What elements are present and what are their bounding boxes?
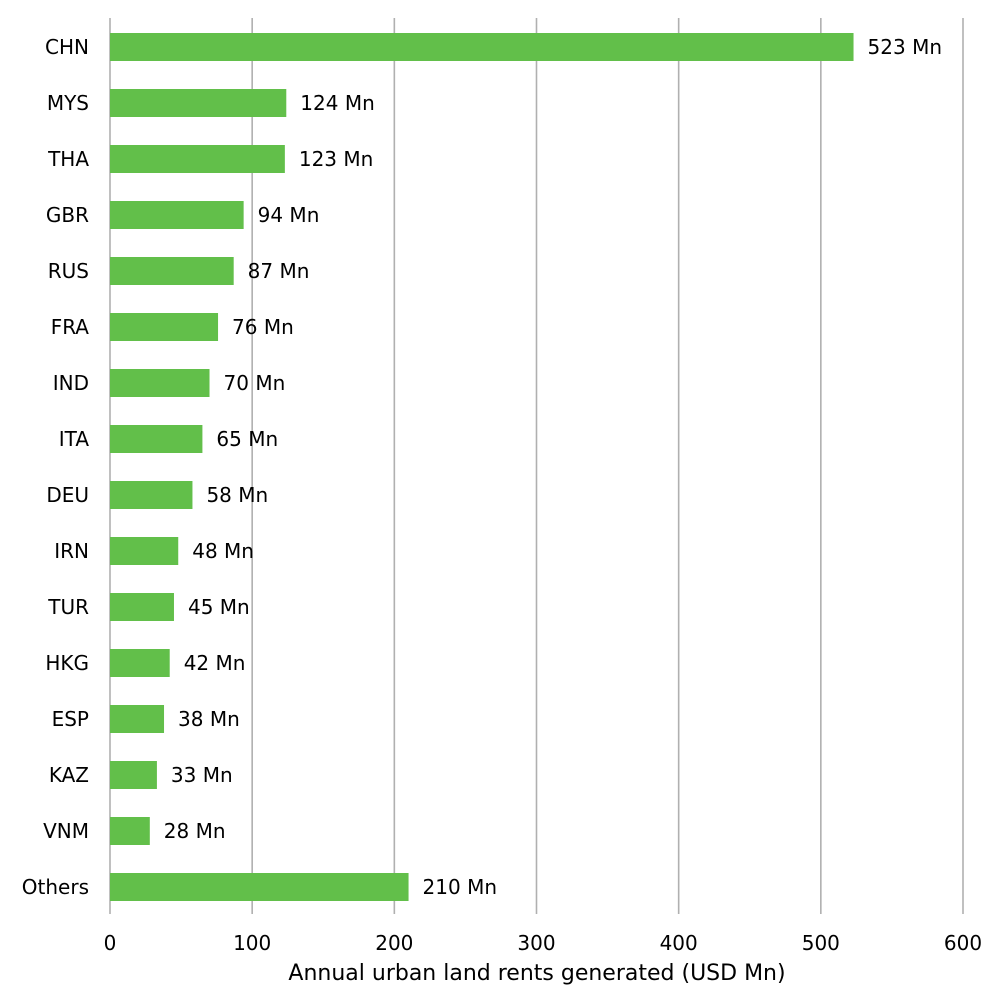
- category-label-fra: FRA: [51, 315, 90, 339]
- value-labels: 523 Mn 124 Mn 123 Mn 94 Mn 87 Mn 76 Mn 70 Mn 65…: [164, 35, 942, 899]
- category-label-deu: DEU: [46, 483, 89, 507]
- value-label-gbr: 94 Mn: [258, 203, 320, 227]
- x-tick-label-300: 300: [517, 931, 555, 955]
- category-label-irn: IRN: [54, 539, 89, 563]
- value-label-kaz: 33 Mn: [171, 763, 233, 787]
- value-label-tur: 45 Mn: [188, 595, 250, 619]
- category-label-ind: IND: [53, 371, 89, 395]
- value-label-others: 210 Mn: [423, 875, 497, 899]
- bar-chn: [110, 33, 854, 61]
- category-label-mys: MYS: [47, 91, 89, 115]
- category-label-tur: TUR: [47, 595, 89, 619]
- category-labels: CHN MYS THA GBR RUS FRA IND ITA DEU IRN TUR HKG ESP K…: [22, 35, 90, 899]
- bar-kaz: [110, 761, 157, 789]
- x-tick-label-500: 500: [802, 931, 840, 955]
- x-axis-title: Annual urban land rents generated (USD M…: [288, 961, 785, 986]
- bar-mys: [110, 89, 287, 117]
- bar-deu: [110, 481, 193, 509]
- category-label-chn: CHN: [45, 35, 89, 59]
- x-tick-label-200: 200: [375, 931, 413, 955]
- value-label-fra: 76 Mn: [232, 315, 294, 339]
- value-label-deu: 58 Mn: [206, 483, 268, 507]
- x-tick-labels: 0 100 200 300 400 500 600: [104, 931, 982, 955]
- category-label-others: Others: [22, 875, 89, 899]
- value-label-irn: 48 Mn: [192, 539, 254, 563]
- bars: [110, 33, 854, 901]
- value-label-rus: 87 Mn: [248, 259, 310, 283]
- category-label-gbr: GBR: [46, 203, 89, 227]
- bar-others: [110, 873, 409, 901]
- bar-vnm: [110, 817, 150, 845]
- value-label-tha: 123 Mn: [299, 147, 373, 171]
- category-label-ita: ITA: [59, 427, 90, 451]
- bar-esp: [110, 705, 165, 733]
- x-tick-label-100: 100: [233, 931, 271, 955]
- value-label-esp: 38 Mn: [178, 707, 240, 731]
- value-label-vnm: 28 Mn: [164, 819, 226, 843]
- category-label-kaz: KAZ: [49, 763, 89, 787]
- bar-ita: [110, 425, 203, 453]
- x-tick-label-600: 600: [944, 931, 982, 955]
- x-tick-label-0: 0: [104, 931, 117, 955]
- bar-fra: [110, 313, 219, 341]
- bar-tha: [110, 145, 285, 173]
- value-label-chn: 523 Mn: [868, 35, 942, 59]
- bar-hkg: [110, 649, 170, 677]
- category-label-hkg: HKG: [45, 651, 89, 675]
- category-label-esp: ESP: [52, 707, 89, 731]
- bar-irn: [110, 537, 179, 565]
- bar-rus: [110, 257, 234, 285]
- bar-tur: [110, 593, 174, 621]
- value-label-mys: 124 Mn: [300, 91, 374, 115]
- x-tick-label-400: 400: [660, 931, 698, 955]
- value-label-ita: 65 Mn: [216, 427, 278, 451]
- value-label-ind: 70 Mn: [224, 371, 286, 395]
- bar-ind: [110, 369, 210, 397]
- category-label-vnm: VNM: [43, 819, 89, 843]
- value-label-hkg: 42 Mn: [184, 651, 246, 675]
- category-label-rus: RUS: [48, 259, 89, 283]
- category-label-tha: THA: [47, 147, 89, 171]
- bar-gbr: [110, 201, 244, 229]
